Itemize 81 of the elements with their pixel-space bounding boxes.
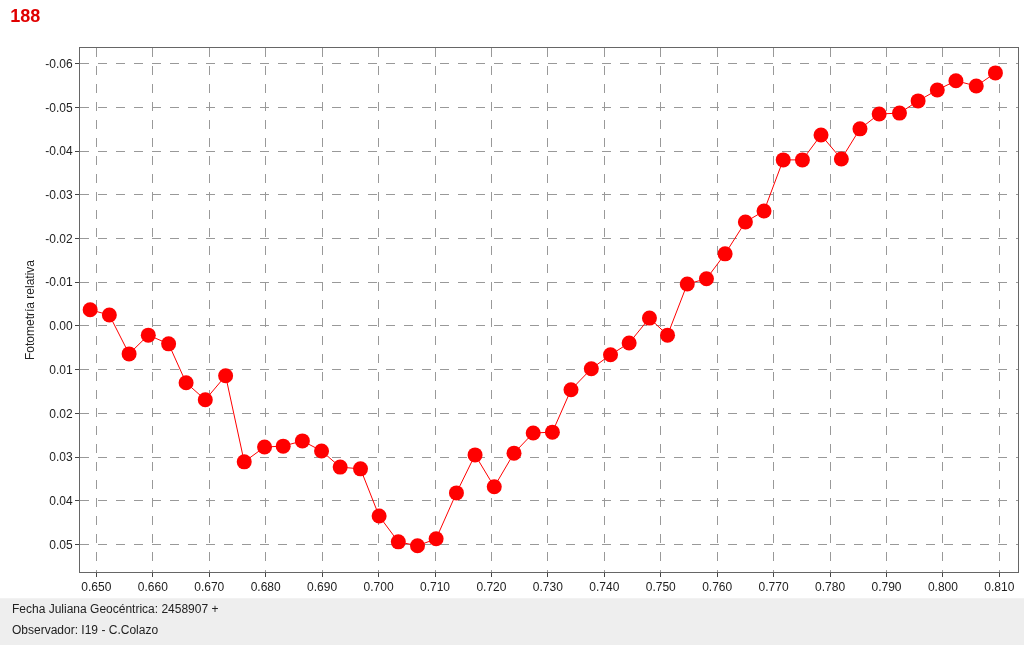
- y-tick-label: 0.02: [49, 406, 73, 421]
- x-tick-label: 0.720: [476, 580, 507, 595]
- point: [275, 438, 291, 454]
- x-tick-label: 0.790: [871, 580, 902, 595]
- x-tick-label: 0.670: [194, 580, 225, 595]
- point: [833, 151, 849, 167]
- x-tick-label: 0.700: [363, 580, 394, 595]
- point: [775, 152, 791, 168]
- point: [486, 479, 502, 495]
- y-tick-label: -0.04: [45, 144, 73, 159]
- chart-title: 188: [10, 6, 41, 27]
- x-tick-label: 0.680: [250, 580, 282, 595]
- point: [410, 538, 425, 554]
- y-tick-label: 0.04: [49, 493, 73, 508]
- point: [82, 302, 98, 318]
- x-tick-label: 0.760: [702, 580, 733, 595]
- point: [621, 335, 637, 351]
- x-tick-label: 0.710: [419, 580, 451, 595]
- point: [660, 327, 676, 343]
- y-tick-label: -0.02: [45, 231, 73, 246]
- point: [353, 461, 368, 477]
- point: [717, 246, 733, 262]
- point: [236, 454, 252, 470]
- y-axis-title: Fotometría relativa: [22, 259, 37, 361]
- point: [948, 73, 964, 89]
- point: [794, 152, 810, 168]
- x-tick-label: 0.660: [137, 580, 169, 595]
- point: [161, 336, 177, 352]
- point: [641, 310, 657, 326]
- point: [467, 447, 483, 463]
- y-tick-label: 0.03: [49, 450, 73, 465]
- point: [813, 127, 829, 143]
- y-tick-label: -0.06: [45, 56, 73, 71]
- y-tick-label: 0.05: [49, 537, 73, 552]
- point: [929, 82, 945, 98]
- y-tick-label: 0.00: [49, 319, 73, 334]
- point: [448, 485, 464, 501]
- point: [506, 445, 522, 461]
- x-tick-label: 0.650: [81, 580, 112, 595]
- point: [737, 214, 753, 230]
- point: [910, 93, 926, 109]
- point: [756, 203, 772, 219]
- point: [197, 392, 213, 408]
- point: [891, 105, 907, 121]
- x-tick-label: 0.800: [927, 580, 959, 595]
- x-tick-label: 0.740: [589, 580, 620, 595]
- point: [218, 368, 234, 384]
- x-tick-label: 0.730: [532, 580, 564, 595]
- point: [140, 327, 156, 343]
- point: [332, 459, 348, 475]
- point: [583, 361, 599, 377]
- point: [371, 508, 387, 524]
- y-tick-label: -0.01: [45, 275, 73, 290]
- point: [525, 425, 541, 441]
- x-tick-label: 0.690: [307, 580, 338, 595]
- point: [968, 78, 984, 94]
- point: [987, 65, 1003, 81]
- point: [871, 106, 887, 122]
- point: [563, 382, 579, 398]
- y-tick-label: -0.03: [45, 188, 73, 203]
- x-tick-label: 0.810: [984, 580, 1015, 595]
- x-tick-label: 0.750: [645, 580, 677, 595]
- point: [294, 433, 310, 449]
- point: [121, 346, 137, 362]
- point: [178, 375, 194, 391]
- point: [544, 424, 560, 440]
- text: Observador: I19 - C.Colazo: [12, 623, 159, 637]
- point: [852, 121, 868, 137]
- point: [257, 439, 273, 455]
- y-tick-label: -0.05: [45, 100, 73, 115]
- x-tick-label: 0.770: [758, 580, 789, 595]
- point: [314, 443, 330, 459]
- point: [679, 276, 695, 292]
- point: [101, 307, 117, 323]
- y-tick-label: 0.01: [49, 362, 73, 377]
- point: [698, 271, 714, 287]
- x-tick-label: 0.780: [815, 580, 846, 595]
- x-axis-title: Fecha Juliana Geocéntrica: 2458907 +: [12, 602, 219, 616]
- point: [390, 534, 406, 550]
- point: [428, 531, 444, 547]
- point: [603, 347, 619, 363]
